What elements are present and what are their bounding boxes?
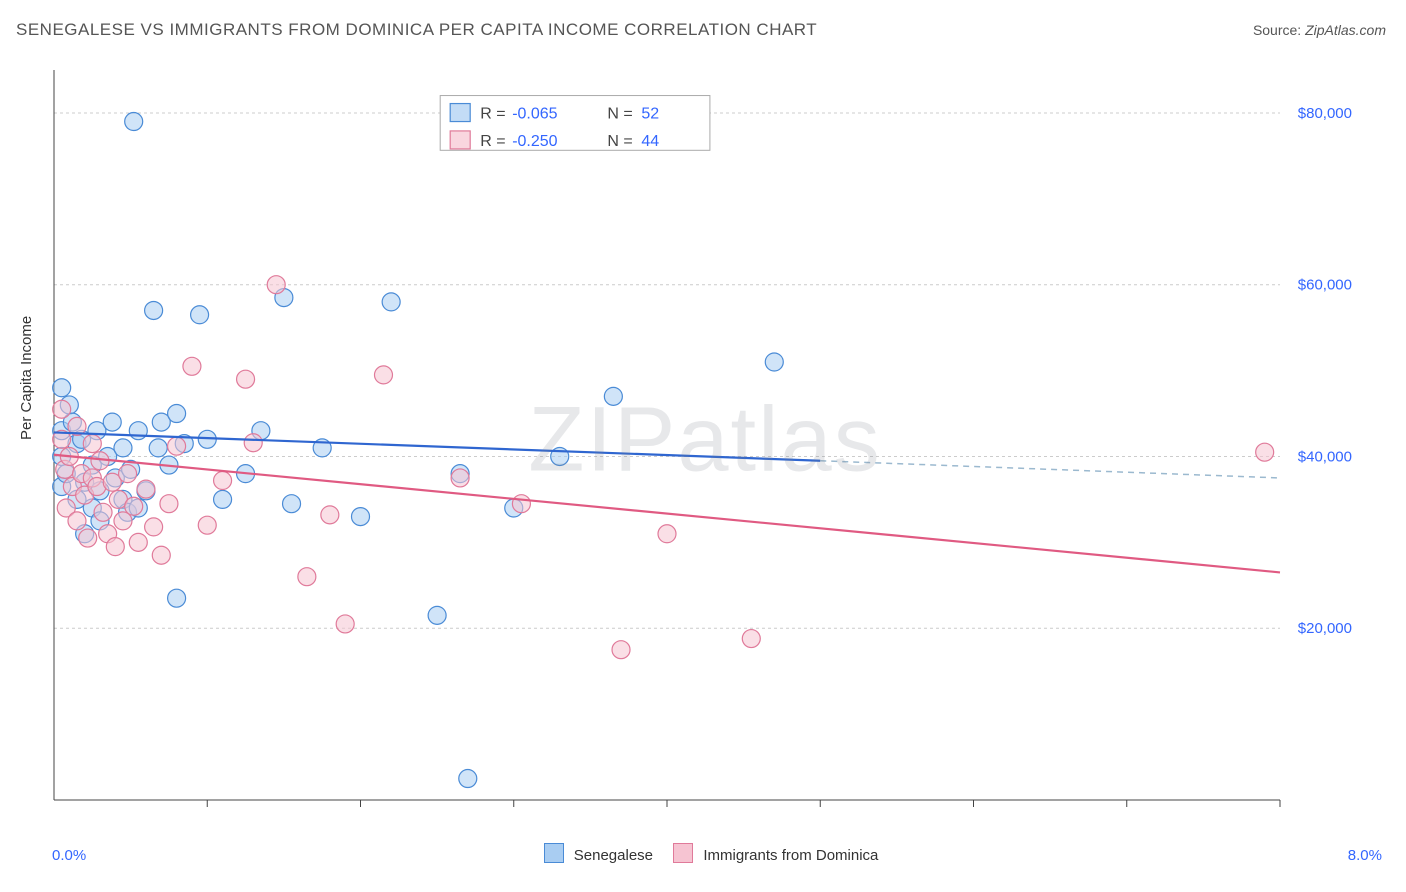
chart-title: SENEGALESE VS IMMIGRANTS FROM DOMINICA P… [16, 20, 817, 40]
svg-text:R =: R = [480, 133, 505, 150]
svg-text:N =: N = [607, 106, 632, 123]
bottom-legend: Senegalese Immigrants from Dominica [0, 843, 1406, 864]
chart-container: SENEGALESE VS IMMIGRANTS FROM DOMINICA P… [0, 0, 1406, 892]
legend-swatch-senegalese [544, 843, 564, 863]
svg-text:44: 44 [641, 133, 659, 150]
svg-text:R =: R = [480, 106, 505, 123]
legend-label-senegalese: Senegalese [574, 847, 653, 864]
svg-text:N =: N = [607, 133, 632, 150]
chart-area: $20,000 $40,000 $60,000 $80,000 R = -0.065 N =… [50, 60, 1360, 820]
y-axis-label: Per Capita Income [18, 316, 35, 440]
svg-text:-0.250: -0.250 [512, 133, 557, 150]
source-prefix: Source: [1253, 22, 1301, 38]
legend-swatch-dominica [673, 843, 693, 863]
source-attribution: Source: ZipAtlas.com [1253, 22, 1386, 38]
svg-text:$40,000: $40,000 [1298, 448, 1352, 465]
scatter-plot-svg: $20,000 $40,000 $60,000 $80,000 R = -0.065 N =… [50, 60, 1360, 820]
svg-text:$80,000: $80,000 [1298, 105, 1352, 122]
svg-text:52: 52 [641, 106, 659, 123]
legend-label-dominica: Immigrants from Dominica [703, 847, 878, 864]
svg-text:-0.065: -0.065 [512, 106, 557, 123]
svg-text:$60,000: $60,000 [1298, 277, 1352, 294]
svg-text:$20,000: $20,000 [1298, 620, 1352, 637]
source-name: ZipAtlas.com [1305, 22, 1386, 38]
